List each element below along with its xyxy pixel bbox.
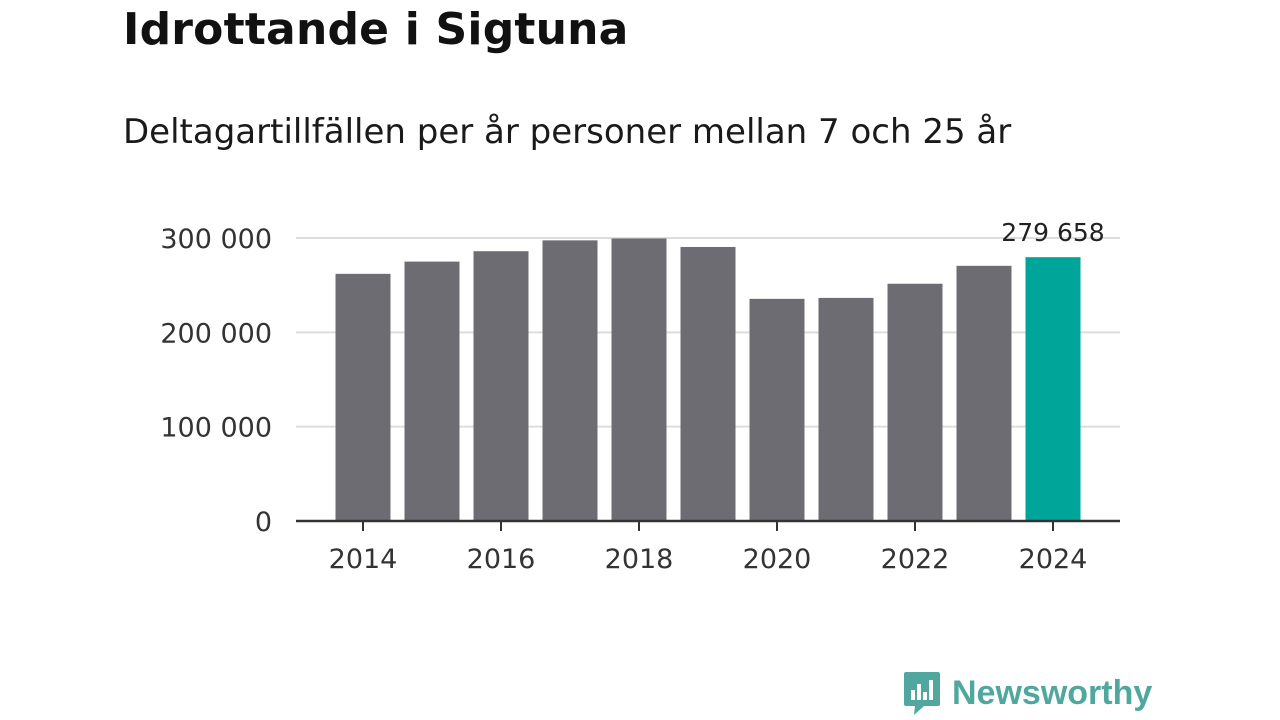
y-tick-label: 300 000 xyxy=(160,224,272,255)
bar-2016 xyxy=(473,251,529,521)
chart-title: Idrottande i Sigtuna xyxy=(123,4,629,55)
y-tick-label: 200 000 xyxy=(160,318,272,349)
x-tick-label: 2020 xyxy=(743,544,812,575)
bar-2021 xyxy=(818,297,874,521)
x-tick-label: 2014 xyxy=(329,544,398,575)
bar-2015 xyxy=(404,261,460,521)
bar-2014 xyxy=(335,273,391,521)
bar-2017 xyxy=(542,240,598,521)
y-tick-label: 0 xyxy=(255,507,272,538)
labels: 0 100 000 200 000 300 000 279 658 2014 2016 201… xyxy=(160,218,1104,575)
x-tick-label: 2018 xyxy=(605,544,674,575)
bar-2019 xyxy=(680,246,736,521)
highlight-data-label: 279 658 xyxy=(1001,218,1104,247)
bar-2020 xyxy=(749,298,805,521)
y-tick-label: 100 000 xyxy=(160,413,272,444)
x-tick-label: 2024 xyxy=(1019,544,1088,575)
bars xyxy=(335,238,1081,521)
newsworthy-logo-text: Newsworthy xyxy=(952,674,1153,712)
bar-2023 xyxy=(956,265,1012,521)
newsworthy-logo-icon xyxy=(904,672,940,715)
axes xyxy=(296,519,1120,531)
x-tick-label: 2016 xyxy=(467,544,536,575)
chart-subtitle: Deltagartillfällen per år personer mella… xyxy=(123,112,1012,152)
bar-2024 xyxy=(1025,257,1081,521)
x-tick-label: 2022 xyxy=(881,544,950,575)
bar-2018 xyxy=(611,238,667,521)
bar-2022 xyxy=(887,283,943,521)
newsworthy-logo: Newsworthy xyxy=(902,670,1152,716)
